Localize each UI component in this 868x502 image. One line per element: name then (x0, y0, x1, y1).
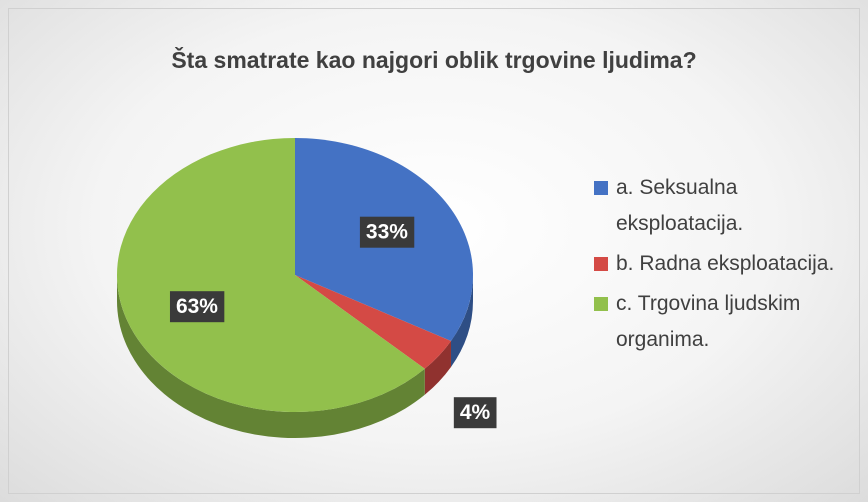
data-label: 33% (359, 216, 415, 248)
legend-item: b. Radna eksploatacija. (594, 246, 854, 282)
slice (117, 138, 425, 412)
data-label: 4% (453, 397, 497, 429)
legend-swatch (594, 181, 608, 195)
legend-swatch (594, 257, 608, 271)
legend-label: b. Radna eksploatacija. (616, 252, 835, 275)
slice (295, 275, 451, 369)
data-label-text: 33% (366, 221, 408, 244)
data-label: 63% (169, 291, 225, 323)
data-label-text: 4% (460, 401, 491, 424)
chart-title: Šta smatrate kao najgori oblik trgovine … (171, 46, 696, 73)
legend-swatch (594, 297, 608, 311)
legend-item: c. Trgovina ljudskim organima. (594, 286, 854, 358)
legend-item: a. Seksualna eksploatacija. (594, 170, 854, 242)
data-label-box (453, 397, 497, 429)
legend-label: a. Seksualna eksploatacija. (616, 176, 744, 235)
data-label-box (169, 291, 225, 323)
chart-border (8, 8, 860, 494)
data-label-text: 63% (176, 295, 218, 318)
legend-label: c. Trgovina ljudskim organima. (616, 292, 801, 351)
data-label-box (359, 216, 415, 248)
slice-side (450, 275, 473, 368)
slice-side (424, 341, 451, 395)
legend: a. Seksualna eksploatacija. b. Radna eksp… (594, 170, 854, 362)
slice-side (117, 275, 425, 438)
